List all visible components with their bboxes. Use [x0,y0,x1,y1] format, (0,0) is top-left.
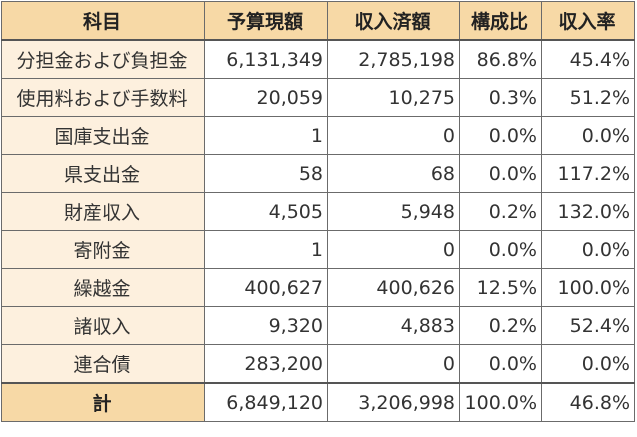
subject-cell: 分担金および負担金 [1,39,205,79]
composition-cell: 0.0% [459,344,542,384]
total-label: 計 [1,382,205,422]
received-cell: 68 [327,154,460,193]
total-collection-rate: 46.8% [541,382,635,422]
composition-cell: 0.0% [459,230,542,269]
table-footer: 計 6,849,120 3,206,998 100.0% 46.8% [1,382,635,422]
composition-cell: 0.0% [459,116,542,155]
total-row: 計 6,849,120 3,206,998 100.0% 46.8% [1,382,635,422]
table-row: 財産収入 4,505 5,948 0.2% 132.0% [1,192,635,231]
budget-cell: 9,320 [204,306,328,345]
composition-cell: 0.0% [459,154,542,193]
header-composition: 構成比 [459,1,542,41]
budget-cell: 4,505 [204,192,328,231]
budget-cell: 20,059 [204,78,328,117]
header-subject: 科目 [1,1,205,41]
header-collection-rate: 収入率 [541,1,635,41]
subject-cell: 寄附金 [1,230,205,269]
received-cell: 10,275 [327,78,460,117]
header-budget: 予算現額 [204,1,328,41]
header-received: 収入済額 [327,1,460,41]
collection-rate-cell: 0.0% [541,344,635,384]
total-composition: 100.0% [459,382,542,422]
collection-rate-cell: 52.4% [541,306,635,345]
table-body: 分担金および負担金 6,131,349 2,785,198 86.8% 45.4% 使用料… [1,39,635,384]
table-row: 寄附金 1 0 0.0% 0.0% [1,230,635,269]
composition-cell: 0.2% [459,306,542,345]
subject-cell: 連合債 [1,344,205,384]
received-cell: 0 [327,230,460,269]
collection-rate-cell: 45.4% [541,39,635,79]
table-row: 使用料および手数料 20,059 10,275 0.3% 51.2% [1,78,635,117]
received-cell: 5,948 [327,192,460,231]
budget-cell: 1 [204,230,328,269]
received-cell: 0 [327,116,460,155]
collection-rate-cell: 51.2% [541,78,635,117]
table-row: 国庫支出金 1 0 0.0% 0.0% [1,116,635,155]
collection-rate-cell: 132.0% [541,192,635,231]
table-row: 繰越金 400,627 400,626 12.5% 100.0% [1,268,635,307]
table-row: 連合債 283,200 0 0.0% 0.0% [1,344,635,384]
composition-cell: 0.3% [459,78,542,117]
composition-cell: 0.2% [459,192,542,231]
subject-cell: 諸収入 [1,306,205,345]
collection-rate-cell: 0.0% [541,116,635,155]
received-cell: 4,883 [327,306,460,345]
received-cell: 0 [327,344,460,384]
composition-cell: 12.5% [459,268,542,307]
table-row: 分担金および負担金 6,131,349 2,785,198 86.8% 45.4% [1,39,635,79]
subject-cell: 使用料および手数料 [1,78,205,117]
table-row: 県支出金 58 68 0.0% 117.2% [1,154,635,193]
budget-cell: 58 [204,154,328,193]
header-row: 科目 予算現額 収入済額 構成比 収入率 [1,1,635,41]
subject-cell: 国庫支出金 [1,116,205,155]
total-budget: 6,849,120 [204,382,328,422]
collection-rate-cell: 0.0% [541,230,635,269]
budget-cell: 6,131,349 [204,39,328,79]
budget-table: 科目 予算現額 収入済額 構成比 収入率 分担金および負担金 6,131,349 2… [1,1,635,422]
received-cell: 2,785,198 [327,39,460,79]
table-row: 諸収入 9,320 4,883 0.2% 52.4% [1,306,635,345]
collection-rate-cell: 100.0% [541,268,635,307]
table-header: 科目 予算現額 収入済額 構成比 収入率 [1,1,635,41]
subject-cell: 繰越金 [1,268,205,307]
received-cell: 400,626 [327,268,460,307]
composition-cell: 86.8% [459,39,542,79]
total-received: 3,206,998 [327,382,460,422]
subject-cell: 県支出金 [1,154,205,193]
budget-cell: 1 [204,116,328,155]
budget-cell: 400,627 [204,268,328,307]
subject-cell: 財産収入 [1,192,205,231]
budget-cell: 283,200 [204,344,328,384]
collection-rate-cell: 117.2% [541,154,635,193]
